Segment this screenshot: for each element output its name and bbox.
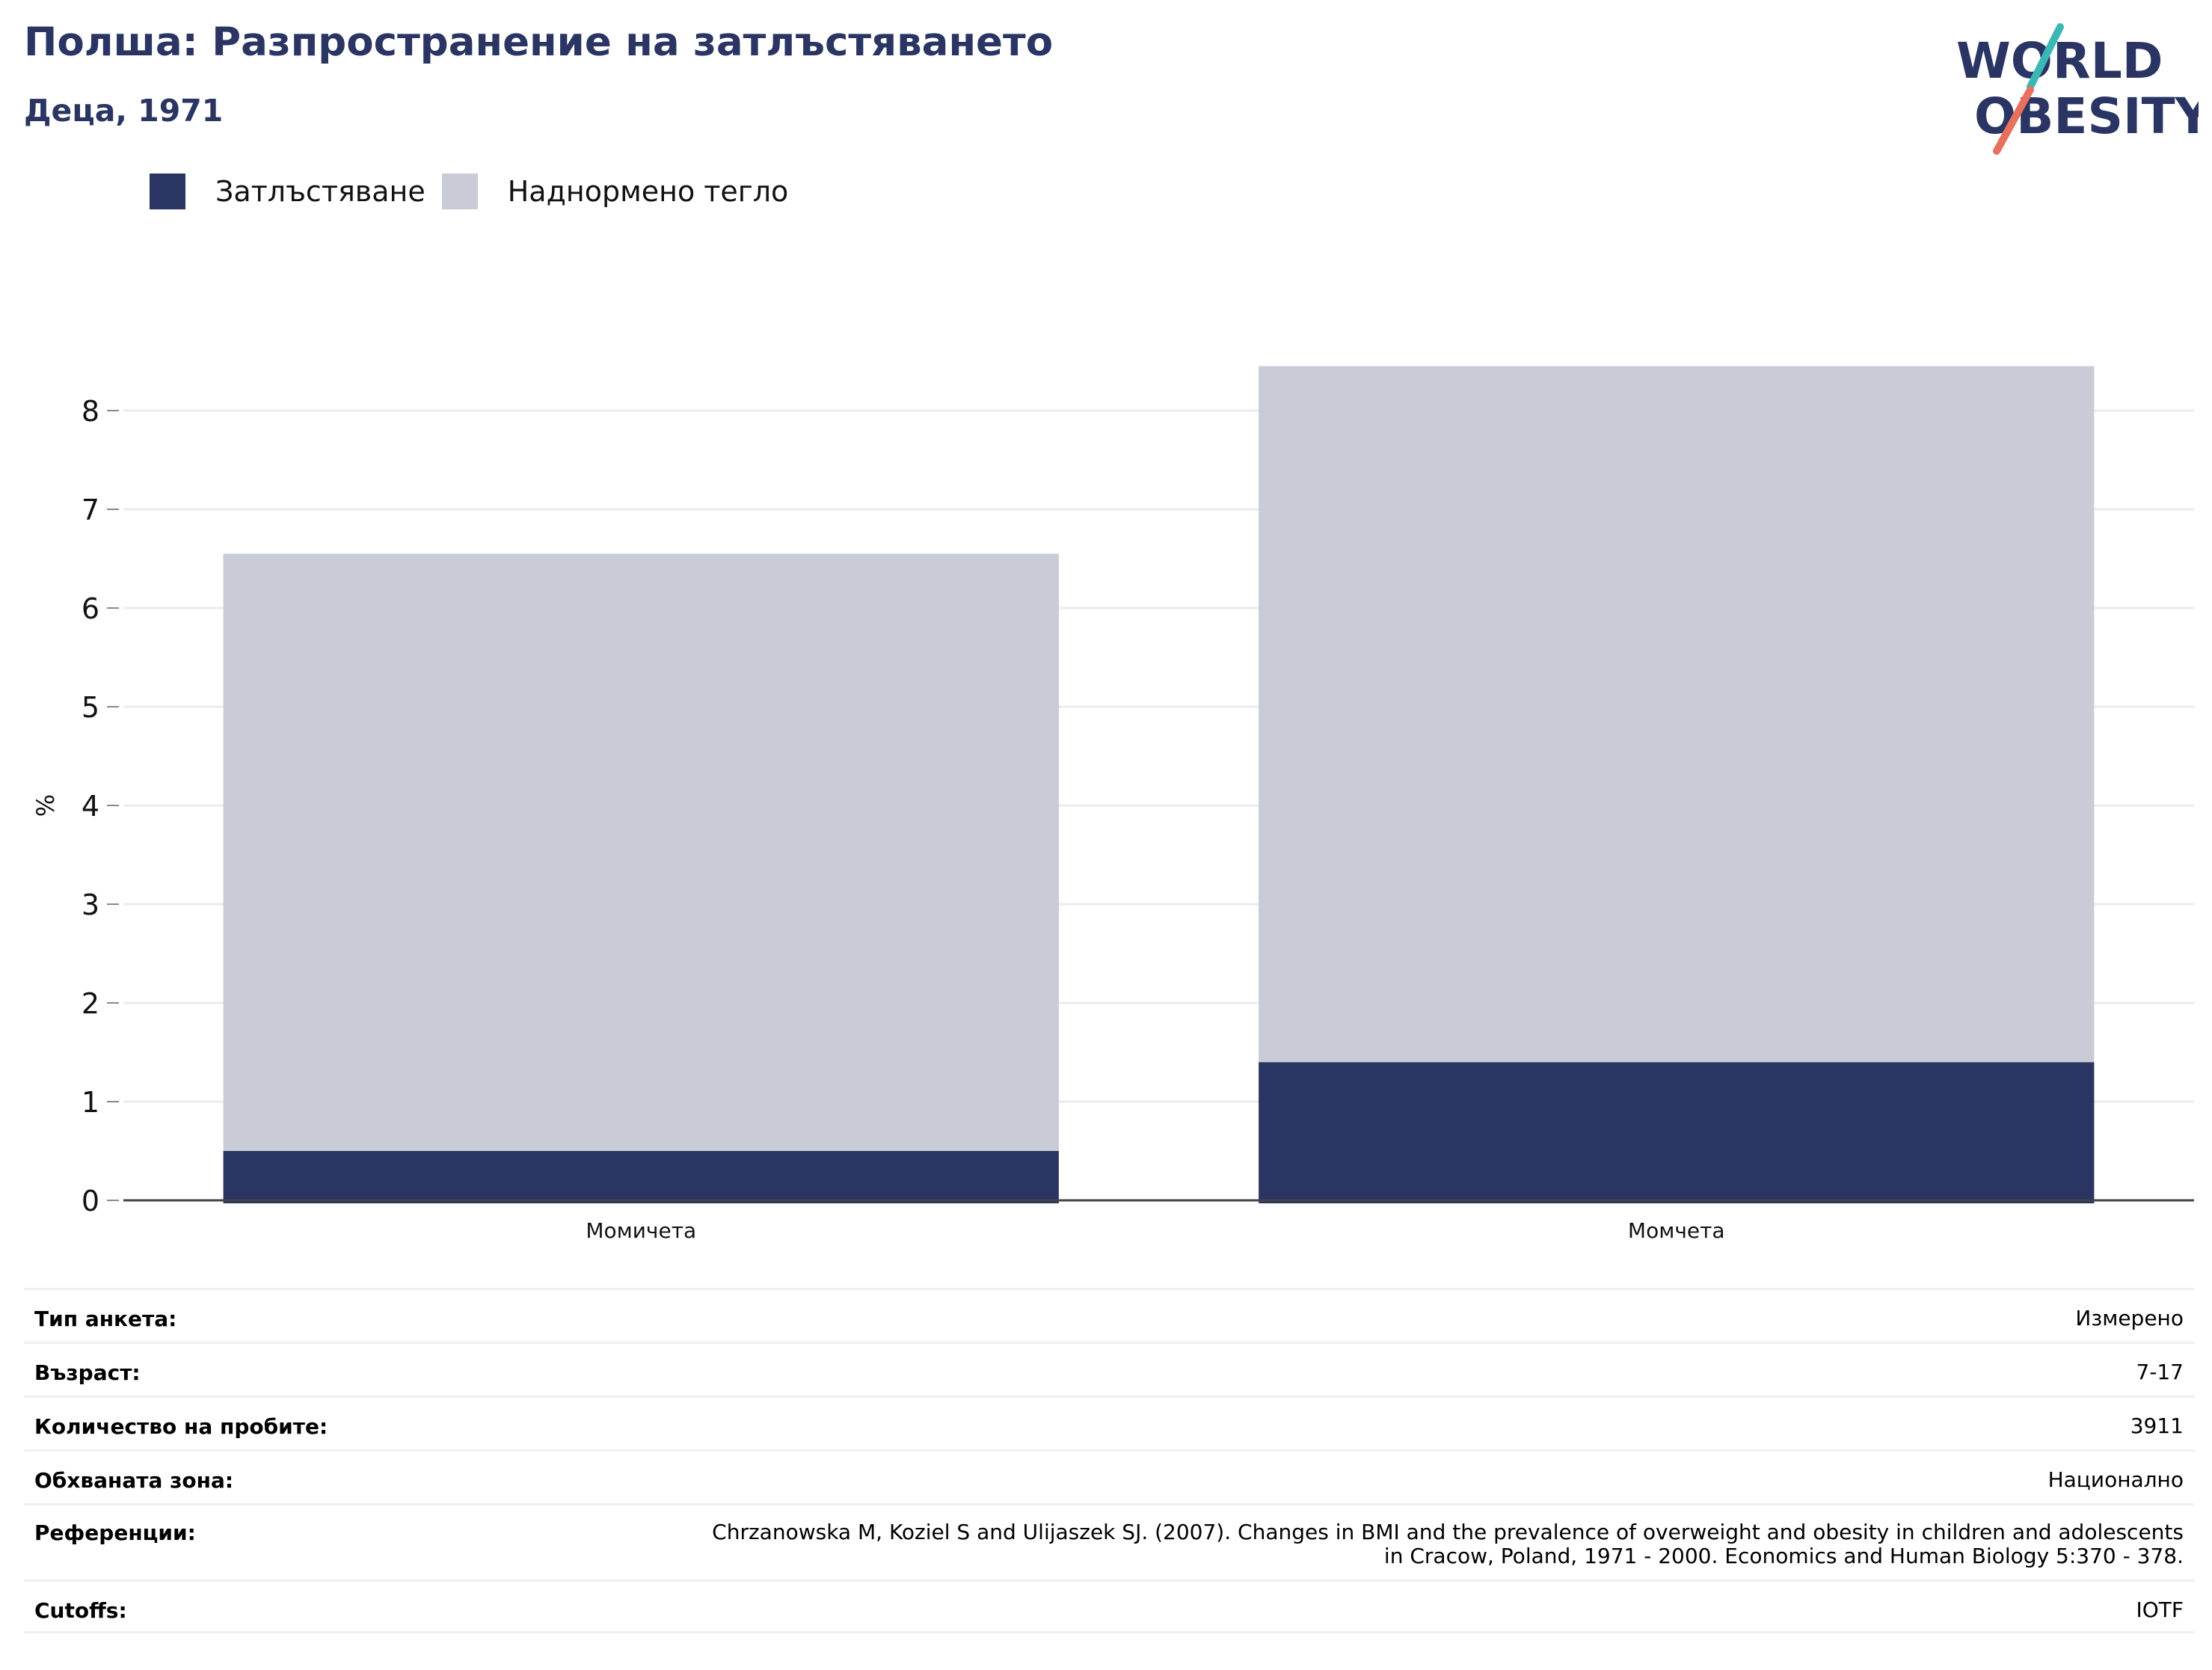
info-value-line: in Cracow, Poland, 1971 - 2000. Economic… [1383, 1544, 2184, 1568]
info-label: Възраст: [34, 1360, 141, 1385]
info-value: Измерено [2075, 1307, 2184, 1330]
info-label: Количество на пробите: [34, 1414, 328, 1439]
bar-overweight-boys [1259, 366, 2095, 1063]
logo-teal-stroke [2027, 23, 2064, 90]
legend: Затлъстяване Наднормено тегло [150, 174, 805, 209]
y-tick-label: 3 [82, 888, 99, 921]
info-value-line: Национално [2047, 1467, 2184, 1492]
chart-title: Полша: Разпространение на затлъстяването [24, 19, 1054, 65]
x-tick-label: Момчета [1628, 1218, 1725, 1243]
info-value: 7-17 [2136, 1360, 2184, 1384]
info-value-line: 3911 [2130, 1413, 2184, 1438]
survey-info-table: Тип анкета: Измерено Възраст: 7-17 Количеств… [24, 1288, 2194, 1633]
legend-swatch-obesity [150, 174, 185, 209]
chart-subtitle: Деца, 1971 [24, 93, 224, 129]
info-label: Обхваната зона: [34, 1468, 234, 1493]
info-label: Cutoffs: [34, 1598, 127, 1623]
y-axis-label: % [31, 794, 60, 817]
info-value-line: Chrzanowska M, Koziel S and Ulijaszek SJ… [712, 1520, 2184, 1544]
y-tick-label: 2 [82, 987, 99, 1020]
info-row: Тип анкета: Измерено [24, 1288, 2194, 1342]
y-tick-label: 7 [82, 494, 99, 527]
bar-obesity-boys [1259, 1062, 2095, 1203]
info-label: Референции: [34, 1520, 196, 1545]
bar-obesity-girls [223, 1151, 1059, 1203]
info-value: IOTF [2136, 1598, 2184, 1622]
logo-text-world: WORLD [1956, 32, 2163, 90]
legend-label-overweight: Наднормено тегло [507, 175, 789, 208]
logo-coral-stroke [1993, 86, 2034, 155]
y-tick-label: 0 [82, 1185, 99, 1218]
y-tick-label: 5 [82, 691, 99, 724]
legend-swatch-overweight [441, 174, 478, 209]
info-value-line: Измерено [2075, 1306, 2184, 1330]
y-tick-label: 1 [82, 1086, 99, 1119]
info-row: Cutoffs: IOTF [24, 1580, 2194, 1633]
legend-item-obesity[interactable]: Затлъстяване [150, 174, 425, 209]
info-value-line: IOTF [2136, 1597, 2184, 1622]
info-value: Национално [2048, 1468, 2184, 1492]
x-tick-label: Момичета [586, 1218, 696, 1243]
legend-item-overweight[interactable]: Наднормено тегло [441, 174, 789, 209]
info-row: Референции: Chrzanowska M, Koziel S and U… [24, 1503, 2194, 1580]
bar-overweight-girls [223, 553, 1059, 1151]
info-value: Chrzanowska M, Koziel S and Ulijaszek SJ… [712, 1520, 2184, 1568]
stacked-bar-chart: 0 1 2 3 4 5 6 7 8% Момичета Момчета [31, 366, 2194, 1243]
info-row: Количество на пробите: 3911 [24, 1396, 2194, 1449]
info-row: Възраст: 7-17 [24, 1342, 2194, 1396]
y-tick-label: 4 [82, 790, 99, 823]
info-row: Обхваната зона: Национално [24, 1449, 2194, 1503]
info-value-line: 7-17 [2136, 1360, 2184, 1384]
info-label: Тип анкета: [34, 1307, 177, 1331]
info-value: 3911 [2130, 1414, 2184, 1438]
y-tick-label: 6 [82, 592, 99, 625]
world-obesity-logo: WORLD OBESITY [1956, 23, 2199, 155]
y-tick-label: 8 [82, 395, 99, 428]
legend-label-obesity: Затлъстяване [215, 175, 425, 208]
